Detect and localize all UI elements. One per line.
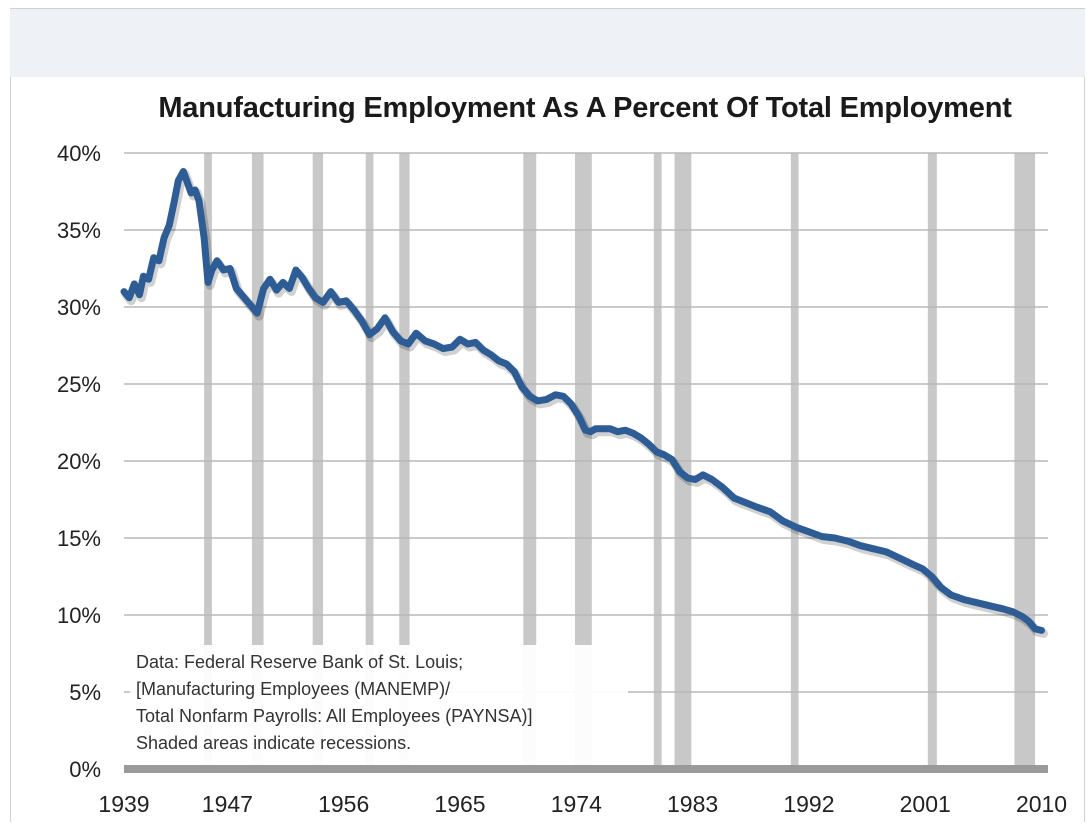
x-tick-label: 1965 [434, 791, 485, 817]
x-tick-label: 1939 [98, 791, 149, 817]
annotation-line: Shaded areas indicate recessions. [136, 733, 411, 753]
y-tick-label: 35% [57, 218, 101, 243]
y-tick-label: 40% [57, 141, 101, 166]
y-tick-label: 25% [57, 372, 101, 397]
y-tick-label: 20% [57, 449, 101, 474]
annotation-line: Total Nonfarm Payrolls: All Employees (P… [136, 706, 532, 726]
y-tick-label: 30% [57, 295, 101, 320]
x-tick-label: 1992 [783, 791, 834, 817]
y-tick-label: 0% [69, 757, 101, 782]
annotation-box [130, 645, 628, 765]
header-band [10, 9, 1085, 77]
annotation-line: [Manufacturing Employees (MANEMP)/ [136, 679, 450, 699]
x-tick-label: 1947 [202, 791, 253, 817]
series-lines [120, 168, 1048, 638]
annotation-line: Data: Federal Reserve Bank of St. Louis; [136, 652, 463, 672]
grid-lines [124, 152, 1048, 773]
x-tick-label: 2010 [1016, 791, 1067, 817]
x-tick-label: 2001 [900, 791, 951, 817]
x-tick-label: 1956 [318, 791, 369, 817]
x-axis-ticks: 1939 1947 1956 1965 1974 1983 1992 2001 2010 [98, 791, 1067, 817]
series-line [120, 168, 1045, 634]
chart-title: Manufacturing Employment As A Percent Of… [158, 92, 1012, 124]
y-tick-label: 5% [69, 680, 101, 705]
x-tick-label: 1983 [667, 791, 718, 817]
x-axis-line [124, 765, 1048, 773]
y-axis-ticks: 0% 5% 10% 15% 20% 25% 30% 35% 40% [57, 141, 101, 782]
source-annotation: Data: Federal Reserve Bank of St. Louis;… [130, 645, 628, 765]
x-tick-label: 1974 [551, 791, 602, 817]
y-tick-label: 10% [57, 603, 101, 628]
y-tick-label: 15% [57, 526, 101, 551]
